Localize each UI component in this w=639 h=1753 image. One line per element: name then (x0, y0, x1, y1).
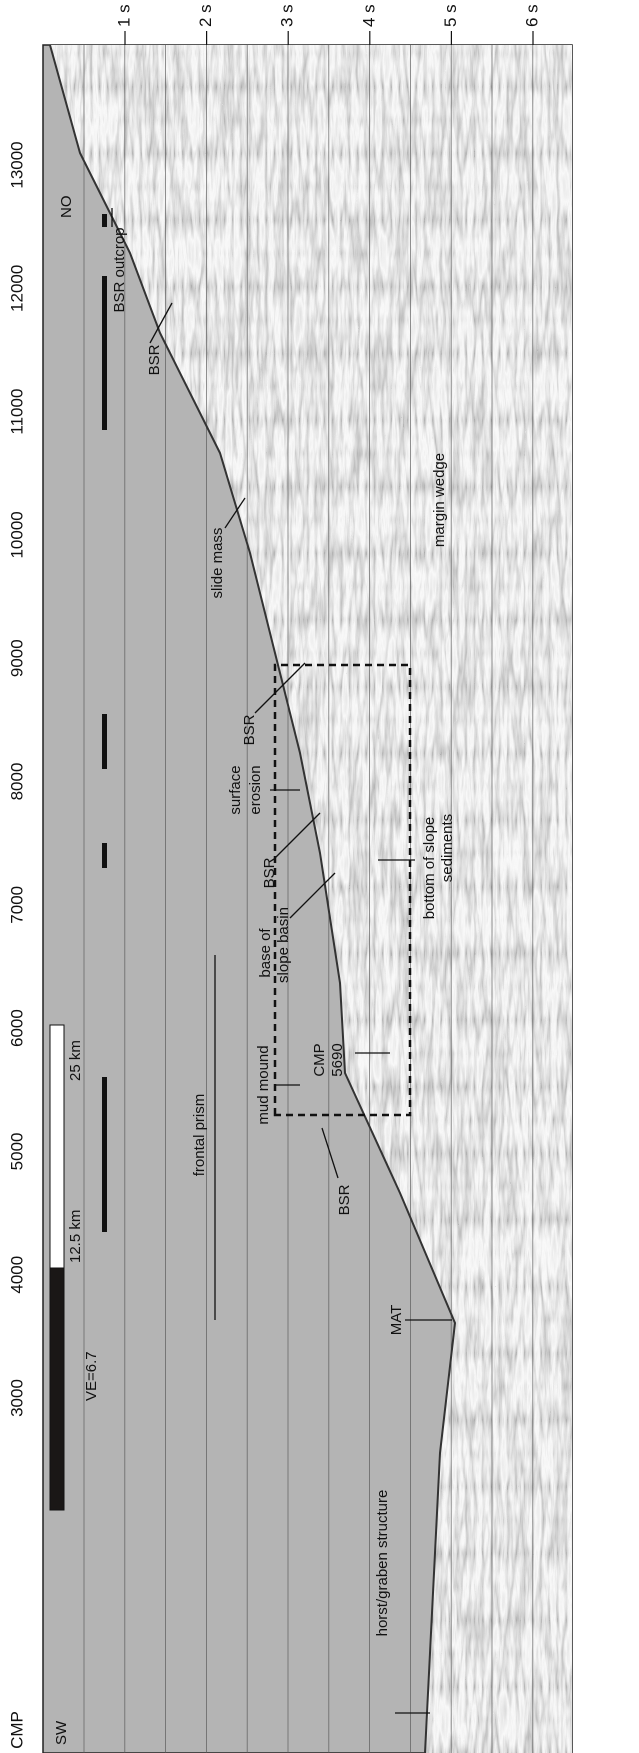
direction-label: SW (53, 1720, 70, 1745)
annotation: BSR (336, 1184, 353, 1215)
annotation: BSR (241, 714, 258, 745)
annotation: slide mass (209, 528, 226, 599)
coverage-bar (102, 1077, 107, 1232)
cmp-tick-label: 9000 (7, 639, 26, 677)
detail-box (273, 663, 412, 1117)
annotation: base of (257, 928, 274, 978)
cmp-tick-label: 12000 (7, 265, 26, 312)
cmp-tick-label: 13000 (7, 141, 26, 188)
annotation: sediments (439, 814, 456, 882)
pointer (321, 1127, 339, 1179)
cmp-tick-label: 3000 (7, 1379, 26, 1417)
pointers (111, 208, 452, 1714)
coverage-bar (102, 714, 107, 769)
annotation: bottom of slope (421, 817, 438, 920)
annotation: erosion (247, 765, 264, 814)
annotation: mud mound (255, 1045, 272, 1124)
time-tick-label: 2 s (196, 4, 215, 27)
pointer (274, 812, 321, 859)
scale-bar-black (49, 1267, 65, 1511)
cmp-tick-label: 7000 (7, 886, 26, 924)
annotation: 5690 (329, 1043, 346, 1076)
direction-label: NO (58, 196, 75, 219)
seafloor (49, 44, 457, 1753)
annotation: slope basin (275, 907, 292, 983)
annotation: BSR (146, 344, 163, 375)
pointer (149, 302, 173, 344)
cmp-tick-label: 11000 (7, 389, 26, 435)
time-tick-label: 3 s (278, 4, 297, 27)
pointer (289, 872, 336, 919)
cmp-tick-label: 6000 (7, 1009, 26, 1047)
annotation: surface (227, 765, 244, 814)
annotation: horst/graben structure (374, 1490, 391, 1637)
coverage-bar (102, 276, 107, 430)
time-tick-label: 5 s (441, 4, 460, 27)
axis-title: CMP (7, 1711, 26, 1749)
coverage-bar (102, 214, 107, 227)
pointer (224, 497, 246, 529)
annotation: frontal prism (191, 1094, 208, 1177)
profile: CMP 3000 4000 5000 6000 7000 8000 9000 10000 1100… (7, 4, 573, 1753)
time-tick-label: 4 s (359, 4, 378, 27)
annotation: CMP (311, 1043, 328, 1076)
cmp-tick-label: 8000 (7, 763, 26, 801)
annotation: MAT (388, 1305, 405, 1336)
coverage-bar (102, 843, 107, 868)
scale-label: 25 km (67, 1040, 84, 1081)
coverage-bars (102, 214, 107, 1232)
pointer (254, 662, 306, 714)
cmp-tick-label: 4000 (7, 1256, 26, 1294)
time-tick-label: 6 s (522, 4, 541, 27)
annotation: margin wedge (431, 453, 448, 547)
scale-label: VE=6.7 (83, 1351, 100, 1401)
annotation: BSR (261, 857, 278, 888)
scale-label: 12.5 km (67, 1210, 84, 1263)
annotation: BSR outcrop (111, 227, 128, 312)
scale-bar-white (49, 1024, 65, 1269)
cmp-tick-label: 5000 (7, 1132, 26, 1170)
cmp-tick-label: 10000 (7, 511, 26, 558)
time-tick-label: 1 s (114, 4, 133, 27)
